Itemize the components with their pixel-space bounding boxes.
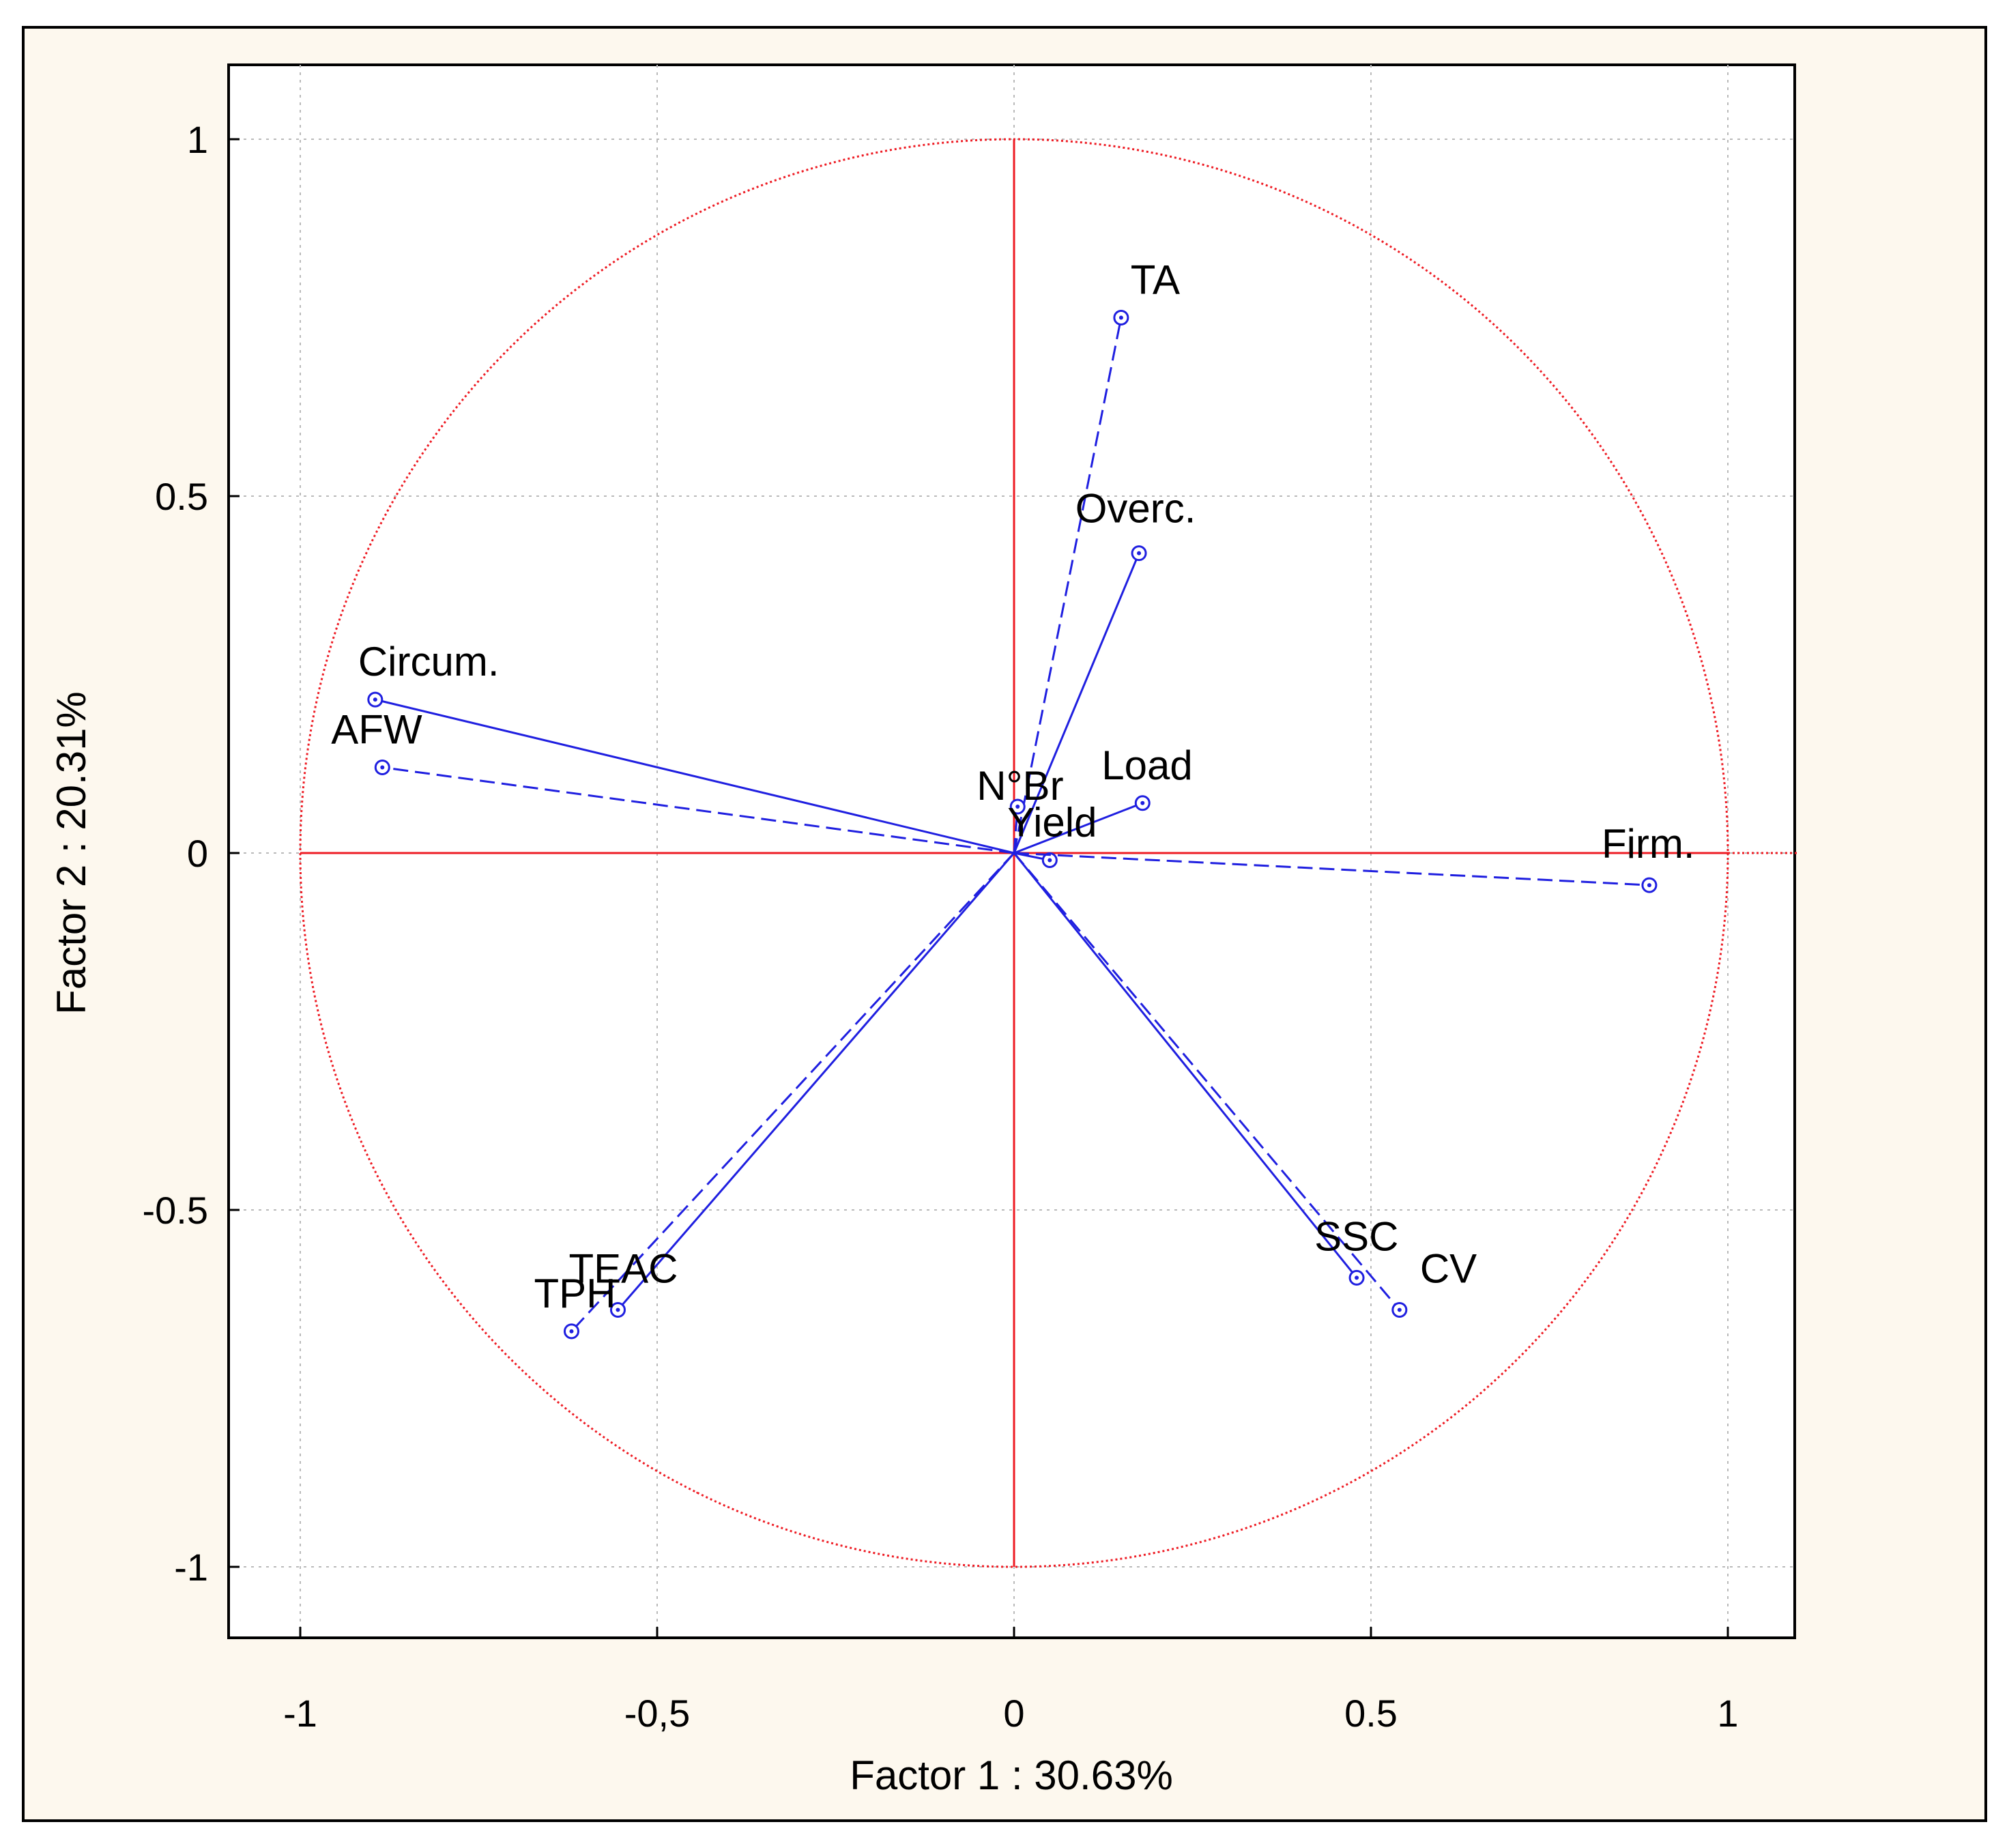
label-ta: TA: [1131, 257, 1180, 303]
label-tph: TPH: [534, 1271, 616, 1316]
label-cv: CV: [1420, 1245, 1477, 1291]
y-tick-label: -1: [174, 1546, 208, 1589]
label-nbr: N°Br: [977, 763, 1063, 809]
point-center-ssc: [1355, 1275, 1359, 1280]
x-tick-label: -0,5: [624, 1692, 691, 1735]
x-tick-label: 1: [1717, 1692, 1738, 1735]
x-axis-title: Factor 1 : 30.63%: [850, 1752, 1173, 1798]
vector-ssc: [1013, 852, 1358, 1279]
point-center-ta: [1118, 315, 1123, 320]
variable-vectors: [367, 310, 1658, 1340]
y-tick-label: 1: [187, 118, 208, 161]
point-center-overc: [1137, 551, 1142, 555]
vector-overc: [1013, 553, 1140, 854]
point-center-nbr: [1015, 805, 1020, 809]
vector-cv: [1013, 852, 1400, 1311]
label-circum: Circum.: [358, 639, 500, 684]
plot-area: [227, 63, 1796, 1639]
label-ssc: SSC: [1314, 1213, 1398, 1259]
point-center-cv: [1397, 1308, 1402, 1312]
label-teac: TEAC: [568, 1245, 678, 1291]
vector-ta: [1013, 317, 1123, 854]
label-firm: Firm.: [1602, 821, 1695, 867]
label-yield: Yield: [1007, 799, 1097, 845]
vector-firm: [1013, 852, 1650, 886]
label-overc: Overc.: [1075, 486, 1196, 532]
label-afw: AFW: [331, 706, 422, 752]
point-center-yield: [1047, 858, 1052, 863]
y-tick-label: 0.5: [155, 475, 208, 518]
label-load: Load: [1101, 742, 1192, 788]
y-tick-label: 0: [187, 832, 208, 875]
vector-teac: [617, 852, 1015, 1311]
vector-circum: [375, 698, 1015, 854]
point-center-load: [1140, 800, 1145, 805]
vector-load: [1013, 802, 1143, 854]
vector-afw: [382, 766, 1015, 854]
point-center-afw: [380, 765, 385, 770]
point-center-teac: [616, 1308, 620, 1312]
y-tick-label: -0.5: [143, 1189, 209, 1232]
y-axis-title: Factor 2 : 20.31%: [48, 691, 94, 1015]
x-tick-label: 0: [1003, 1692, 1024, 1735]
x-tick-label: -1: [283, 1692, 317, 1735]
x-tick-label: 0.5: [1344, 1692, 1398, 1735]
tick-labels: -1 -0,5 0 0.5 1 1 0.5 0 -0.5 -1: [143, 118, 1739, 1735]
point-center-firm: [1647, 883, 1651, 888]
vector-nbr: [1013, 806, 1019, 854]
point-center-circum: [373, 697, 377, 702]
point-center-tph: [569, 1329, 574, 1333]
